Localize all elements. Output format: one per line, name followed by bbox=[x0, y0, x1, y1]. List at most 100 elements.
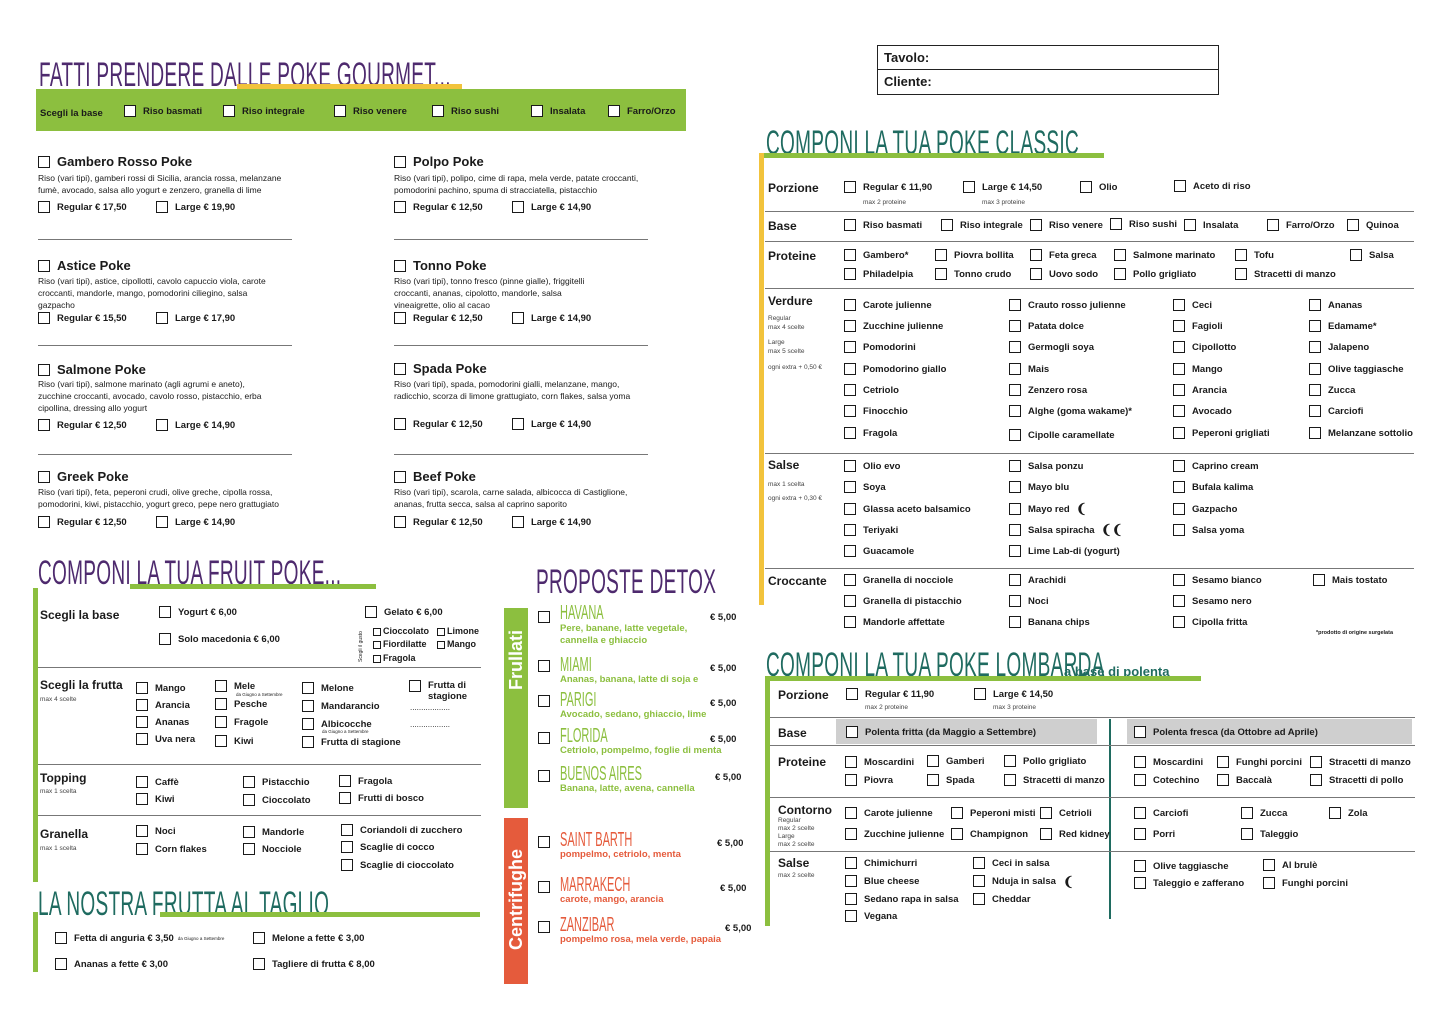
size-regular[interactable]: Regular € 12,50 bbox=[38, 419, 127, 431]
poke-item-salmone[interactable]: Salmone Poke bbox=[38, 362, 146, 377]
option-item[interactable]: Chimichurri bbox=[845, 857, 917, 869]
poke-item-beef[interactable]: Beef Poke bbox=[394, 469, 476, 484]
option-item[interactable]: Soya bbox=[844, 481, 886, 493]
checkbox[interactable] bbox=[845, 875, 857, 887]
option-item[interactable]: Baccalà bbox=[1217, 774, 1272, 786]
checkbox[interactable] bbox=[844, 503, 856, 515]
poke-item-polpo[interactable]: Polpo Poke bbox=[394, 154, 484, 169]
option-item[interactable]: Crauto rosso julienne bbox=[1009, 299, 1126, 311]
classic-aceto[interactable]: Aceto di riso bbox=[1174, 180, 1251, 192]
checkbox[interactable] bbox=[845, 893, 857, 905]
checkbox[interactable] bbox=[1173, 405, 1185, 417]
topping-option[interactable]: Frutti di bosco bbox=[339, 792, 424, 804]
size-large[interactable]: Large € 19,90 bbox=[156, 201, 235, 213]
checkbox[interactable] bbox=[1009, 616, 1021, 628]
gourmet-base-option[interactable]: Farro/Orzo bbox=[608, 105, 676, 117]
checkbox[interactable] bbox=[1009, 574, 1021, 586]
checkbox[interactable] bbox=[1173, 503, 1185, 515]
taglio-option[interactable]: Ananas a fette € 3,00 bbox=[55, 958, 168, 970]
checkbox[interactable] bbox=[1134, 807, 1146, 819]
checkbox[interactable] bbox=[1134, 756, 1146, 768]
option-item[interactable]: Olive taggiasche bbox=[1309, 363, 1404, 375]
taglio-option[interactable]: Melone a fette € 3,00 bbox=[253, 932, 364, 944]
checkbox[interactable] bbox=[1173, 524, 1185, 536]
classic-base-option[interactable]: Riso integrale bbox=[941, 219, 1023, 231]
option-item[interactable]: Carote julienne bbox=[845, 807, 933, 819]
checkbox[interactable] bbox=[1009, 341, 1021, 353]
gourmet-base-option[interactable]: Riso basmati bbox=[124, 105, 202, 117]
checkbox[interactable] bbox=[844, 574, 856, 586]
classic-regular[interactable]: Regular € 11,90 bbox=[844, 181, 932, 193]
fruit-option[interactable]: Melone bbox=[302, 682, 354, 694]
option-item[interactable]: Alghe (goma wakame)* bbox=[1009, 405, 1132, 417]
option-item[interactable]: Taleggio e zafferano bbox=[1134, 877, 1244, 889]
checkbox[interactable] bbox=[844, 545, 856, 557]
checkbox[interactable] bbox=[1173, 363, 1185, 375]
option-item[interactable]: Carciofi bbox=[1134, 807, 1188, 819]
checkbox[interactable] bbox=[1009, 384, 1021, 396]
checkbox[interactable] bbox=[844, 481, 856, 493]
classic-protein[interactable]: Salsa bbox=[1350, 249, 1394, 261]
option-item[interactable]: Gamberi bbox=[927, 755, 985, 767]
lombarda-base-fresca[interactable]: Polenta fresca (da Ottobre ad Aprile) bbox=[1134, 726, 1318, 738]
checkbox[interactable] bbox=[1173, 384, 1185, 396]
checkbox[interactable] bbox=[1134, 828, 1146, 840]
gourmet-base-option[interactable]: Riso integrale bbox=[223, 105, 305, 117]
option-item[interactable]: Granella di nocciole bbox=[844, 574, 953, 586]
topping-option[interactable]: Pistacchio bbox=[243, 776, 310, 788]
checkbox[interactable] bbox=[845, 828, 857, 840]
option-item[interactable]: Porri bbox=[1134, 828, 1175, 840]
option-item[interactable]: Mayo blu bbox=[1009, 481, 1069, 493]
option-item[interactable]: Stracetti di pollo bbox=[1310, 774, 1403, 786]
checkbox[interactable] bbox=[1009, 363, 1021, 375]
option-item[interactable]: Pomodorino giallo bbox=[844, 363, 946, 375]
lombarda-regular[interactable]: Regular € 11,90 bbox=[846, 688, 934, 700]
option-item[interactable]: Stracetti di manzo bbox=[1004, 774, 1105, 786]
checkbox[interactable] bbox=[1009, 595, 1021, 607]
option-item[interactable]: Salsa yoma bbox=[1173, 524, 1244, 536]
option-item[interactable]: Funghi porcini bbox=[1263, 877, 1348, 889]
detox-item[interactable] bbox=[538, 767, 550, 785]
checkbox[interactable] bbox=[927, 755, 939, 767]
option-item[interactable]: Cipolla fritta bbox=[1173, 616, 1247, 628]
taglio-option[interactable]: Tagliere di frutta € 8,00 bbox=[253, 958, 375, 970]
size-regular[interactable]: Regular € 17,50 bbox=[38, 201, 127, 213]
checkbox[interactable] bbox=[1173, 427, 1185, 439]
checkbox[interactable] bbox=[1173, 460, 1185, 472]
classic-base-option[interactable]: Riso basmati bbox=[844, 219, 922, 231]
fruit-option-stagione[interactable]: Frutta di stagione bbox=[409, 680, 472, 702]
checkbox[interactable] bbox=[1009, 481, 1021, 493]
fruit-option[interactable]: Arancia bbox=[136, 699, 190, 711]
checkbox[interactable] bbox=[1309, 384, 1321, 396]
granella-option[interactable]: Coriandoli di zucchero bbox=[341, 824, 462, 836]
size-large[interactable]: Large € 14,90 bbox=[512, 201, 591, 213]
checkbox[interactable] bbox=[1009, 524, 1021, 536]
option-item[interactable]: Olive taggiasche bbox=[1134, 860, 1229, 872]
detox-item[interactable] bbox=[538, 657, 550, 675]
option-item[interactable]: Melanzane sottolio bbox=[1309, 427, 1413, 439]
checkbox[interactable] bbox=[1009, 460, 1021, 472]
option-item[interactable]: Fagioli bbox=[1173, 320, 1223, 332]
gelato-flavor[interactable]: Cioccolato bbox=[373, 626, 429, 636]
size-large[interactable]: Large € 14,90 bbox=[156, 516, 235, 528]
option-item[interactable]: Pomodorini bbox=[844, 341, 916, 353]
classic-base-option[interactable]: Riso venere bbox=[1030, 219, 1103, 231]
granella-option[interactable]: Scaglie di cocco bbox=[341, 841, 434, 853]
tavolo-field[interactable]: Tavolo: bbox=[878, 46, 1218, 70]
granella-option[interactable]: Nocciole bbox=[243, 843, 302, 855]
size-regular[interactable]: Regular € 12,50 bbox=[38, 516, 127, 528]
checkbox[interactable] bbox=[1309, 320, 1321, 332]
detox-item[interactable] bbox=[538, 692, 550, 710]
checkbox[interactable] bbox=[1009, 320, 1021, 332]
checkbox[interactable] bbox=[1263, 877, 1275, 889]
option-item[interactable]: Olio evo bbox=[844, 460, 900, 472]
checkbox[interactable] bbox=[1313, 574, 1325, 586]
option-item[interactable]: Noci bbox=[1009, 595, 1049, 607]
checkbox[interactable] bbox=[1009, 545, 1021, 557]
option-item[interactable]: Ceci in salsa bbox=[973, 857, 1050, 869]
checkbox[interactable] bbox=[1173, 574, 1185, 586]
checkbox[interactable] bbox=[1241, 828, 1253, 840]
option-item[interactable]: Zenzero rosa bbox=[1009, 384, 1087, 396]
checkbox[interactable] bbox=[1241, 807, 1253, 819]
checkbox[interactable] bbox=[951, 807, 963, 819]
